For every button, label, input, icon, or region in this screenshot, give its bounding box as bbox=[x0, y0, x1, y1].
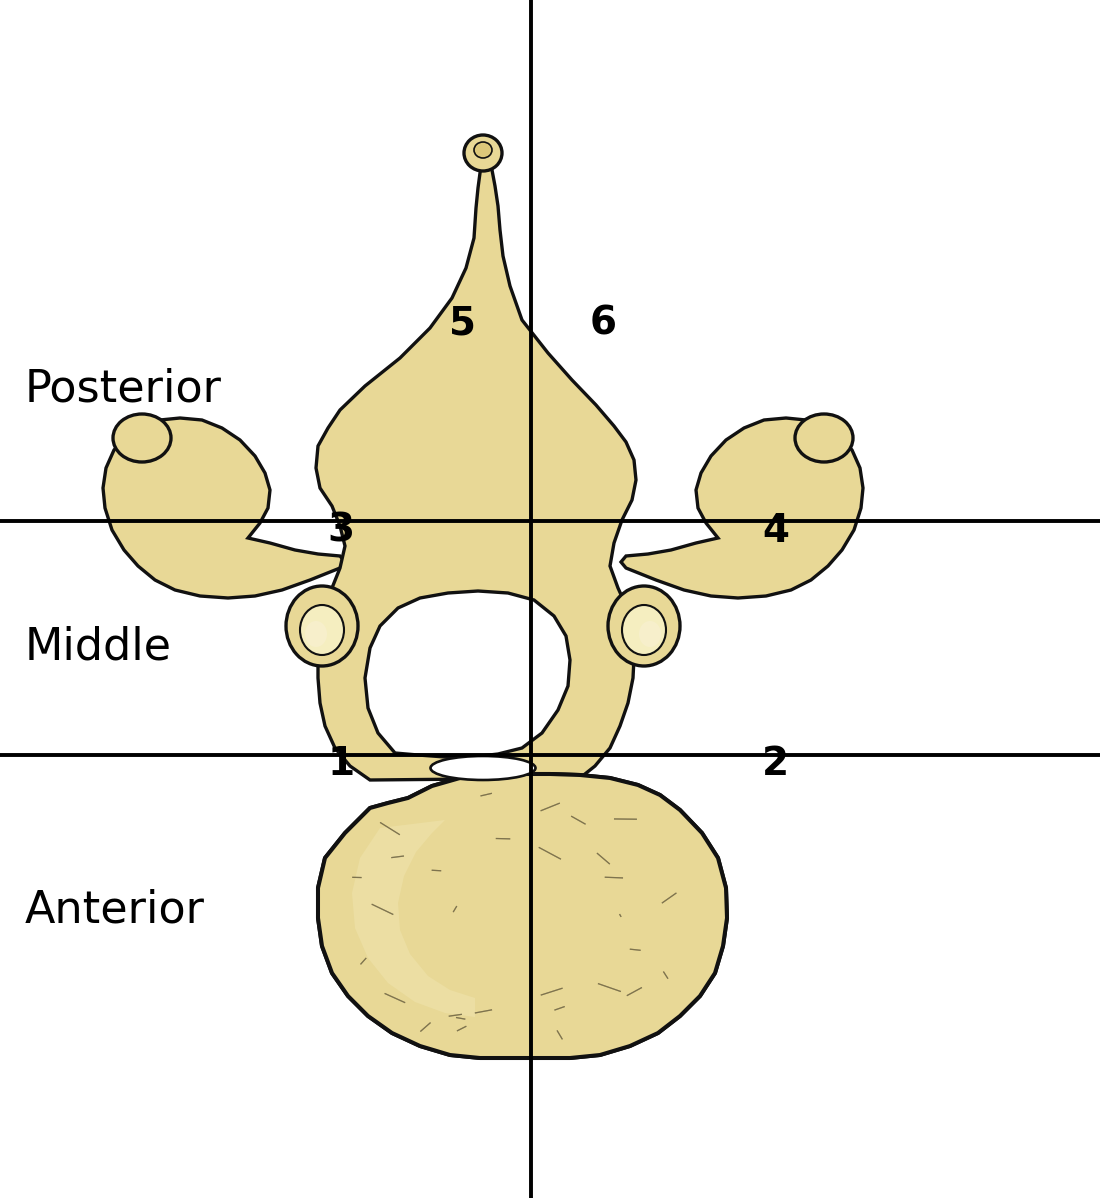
Polygon shape bbox=[352, 819, 475, 1017]
Ellipse shape bbox=[608, 586, 680, 666]
Ellipse shape bbox=[464, 135, 502, 171]
Ellipse shape bbox=[639, 621, 661, 647]
Ellipse shape bbox=[430, 756, 536, 780]
Polygon shape bbox=[318, 774, 727, 1058]
Text: 2: 2 bbox=[762, 745, 789, 783]
Text: 1: 1 bbox=[328, 745, 354, 783]
Polygon shape bbox=[365, 591, 570, 757]
Text: 3: 3 bbox=[328, 512, 354, 550]
Ellipse shape bbox=[795, 415, 852, 462]
Ellipse shape bbox=[305, 621, 327, 647]
Ellipse shape bbox=[300, 605, 344, 655]
Ellipse shape bbox=[286, 586, 358, 666]
Ellipse shape bbox=[621, 605, 665, 655]
Polygon shape bbox=[318, 774, 727, 1058]
Polygon shape bbox=[103, 418, 345, 598]
Polygon shape bbox=[316, 156, 636, 780]
Ellipse shape bbox=[113, 415, 170, 462]
Text: Posterior: Posterior bbox=[24, 368, 221, 411]
Text: Anterior: Anterior bbox=[24, 889, 205, 932]
Text: 4: 4 bbox=[762, 512, 789, 550]
Ellipse shape bbox=[474, 143, 492, 158]
Text: 6: 6 bbox=[590, 304, 616, 343]
Text: 5: 5 bbox=[449, 304, 475, 343]
Polygon shape bbox=[621, 418, 864, 598]
Text: Middle: Middle bbox=[24, 625, 172, 668]
